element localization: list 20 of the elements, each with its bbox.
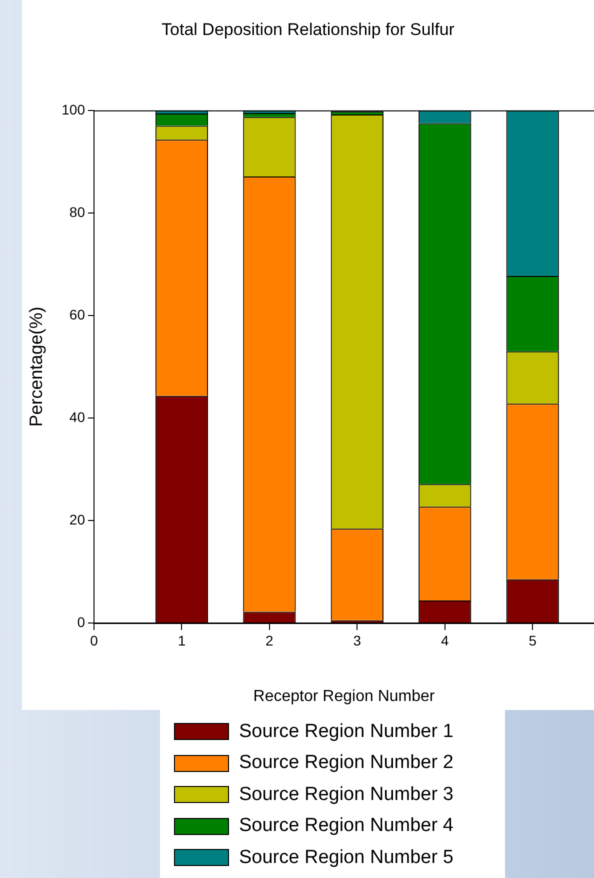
legend-label: Source Region Number 1 [239, 720, 454, 743]
x-tick-label: 5 [528, 632, 537, 648]
y-axis-title: Percentage(%) [26, 306, 46, 427]
legend-label: Source Region Number 2 [239, 752, 454, 774]
legend-label: Source Region Number 3 [239, 784, 454, 806]
y-tick-label: 40 [69, 408, 86, 425]
x-axis-title: Receptor Region Number [253, 688, 436, 705]
y-tick-label: 100 [62, 101, 86, 118]
x-tick-label: 0 [90, 632, 98, 648]
y-tick-label: 80 [69, 204, 86, 220]
y-tick-label: 20 [69, 511, 86, 528]
y-tick-label: 0 [77, 614, 86, 630]
x-tick-label: 4 [440, 632, 449, 648]
legend-label: Source Region Number 4 [239, 815, 454, 838]
y-tick-label: 60 [69, 306, 86, 322]
x-tick-label: 3 [353, 632, 362, 648]
legend-label: Source Region Number 5 [239, 846, 454, 869]
x-tick-label: 1 [178, 632, 186, 648]
x-tick-label: 2 [266, 632, 274, 648]
chart-title: Total Deposition Relationship for Sulfur [162, 20, 455, 39]
